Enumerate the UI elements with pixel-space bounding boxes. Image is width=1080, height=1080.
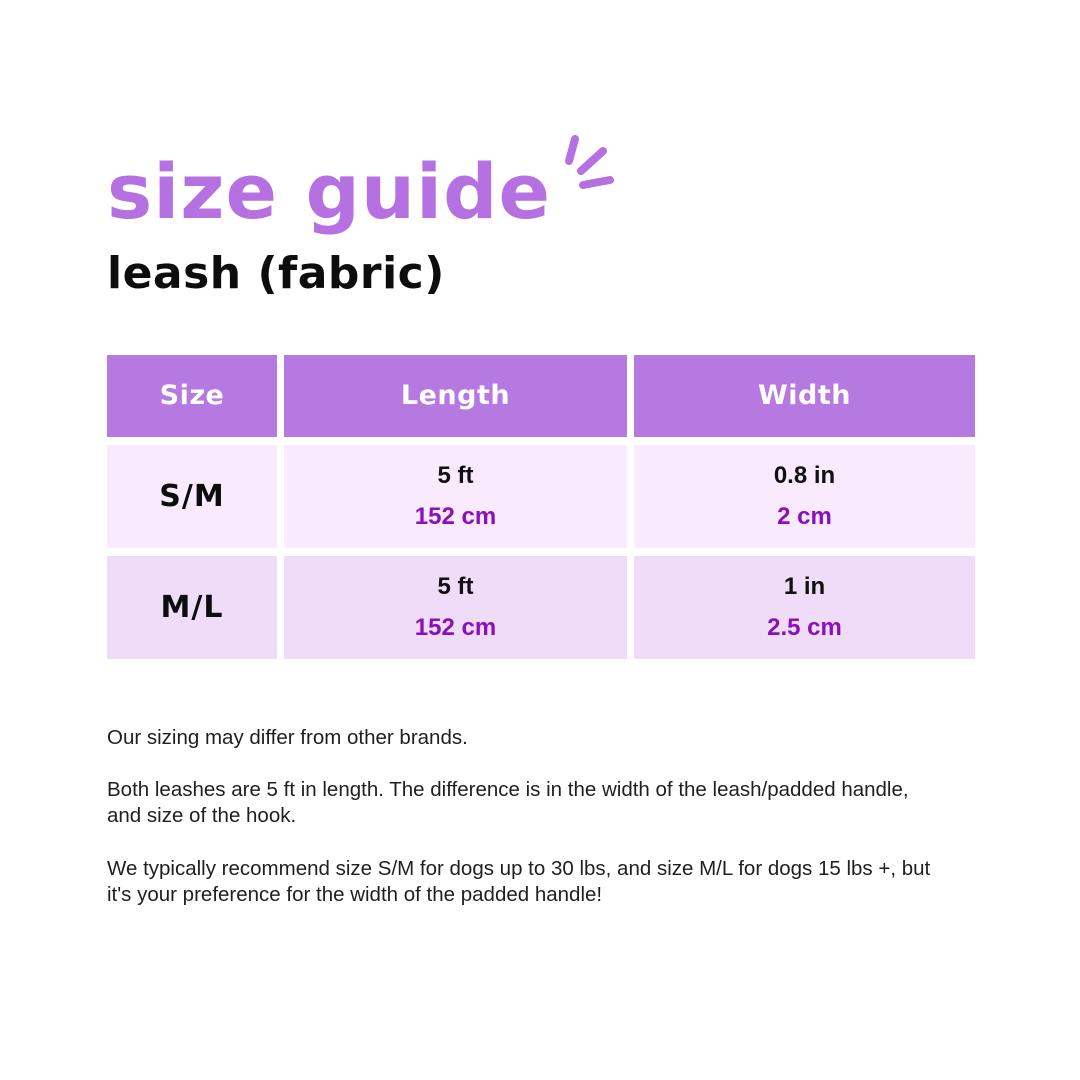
page-subtitle: leash (fabric) xyxy=(107,247,445,299)
size-cell: S/M xyxy=(107,444,277,548)
width-cell: 0.8 in 2 cm xyxy=(634,444,975,548)
page-header: size guide xyxy=(107,135,615,236)
width-metric: 2 cm xyxy=(777,502,832,530)
width-cell: 1 in 2.5 cm xyxy=(634,555,975,659)
length-imperial: 5 ft xyxy=(437,572,474,600)
width-metric: 2.5 cm xyxy=(767,613,842,641)
size-value: S/M xyxy=(159,478,225,514)
table-header-size: Size xyxy=(107,354,277,437)
length-metric: 152 cm xyxy=(414,613,497,641)
width-imperial: 1 in xyxy=(783,572,826,600)
length-cell: 5 ft 152 cm xyxy=(284,444,627,548)
width-imperial: 0.8 in xyxy=(773,461,836,489)
size-table: Size Length Width S/M 5 ft 152 cm 0.8 in… xyxy=(107,354,975,659)
table-header-length: Length xyxy=(284,354,627,437)
length-imperial: 5 ft xyxy=(437,461,474,489)
sizing-notes: Our sizing may differ from other brands.… xyxy=(107,725,975,908)
size-cell: M/L xyxy=(107,555,277,659)
note-length-difference: Both leashes are 5 ft in length. The dif… xyxy=(107,778,909,828)
length-cell: 5 ft 152 cm xyxy=(284,555,627,659)
page-title: size guide xyxy=(107,147,552,236)
sparkle-icon xyxy=(565,135,615,189)
size-value: M/L xyxy=(160,589,224,625)
length-metric: 152 cm xyxy=(414,502,497,530)
note-recommendation: We typically recommend size S/M for dogs… xyxy=(107,856,931,906)
note-sizing-differs: Our sizing may differ from other brands. xyxy=(107,725,468,749)
table-header-width: Width xyxy=(634,354,975,437)
